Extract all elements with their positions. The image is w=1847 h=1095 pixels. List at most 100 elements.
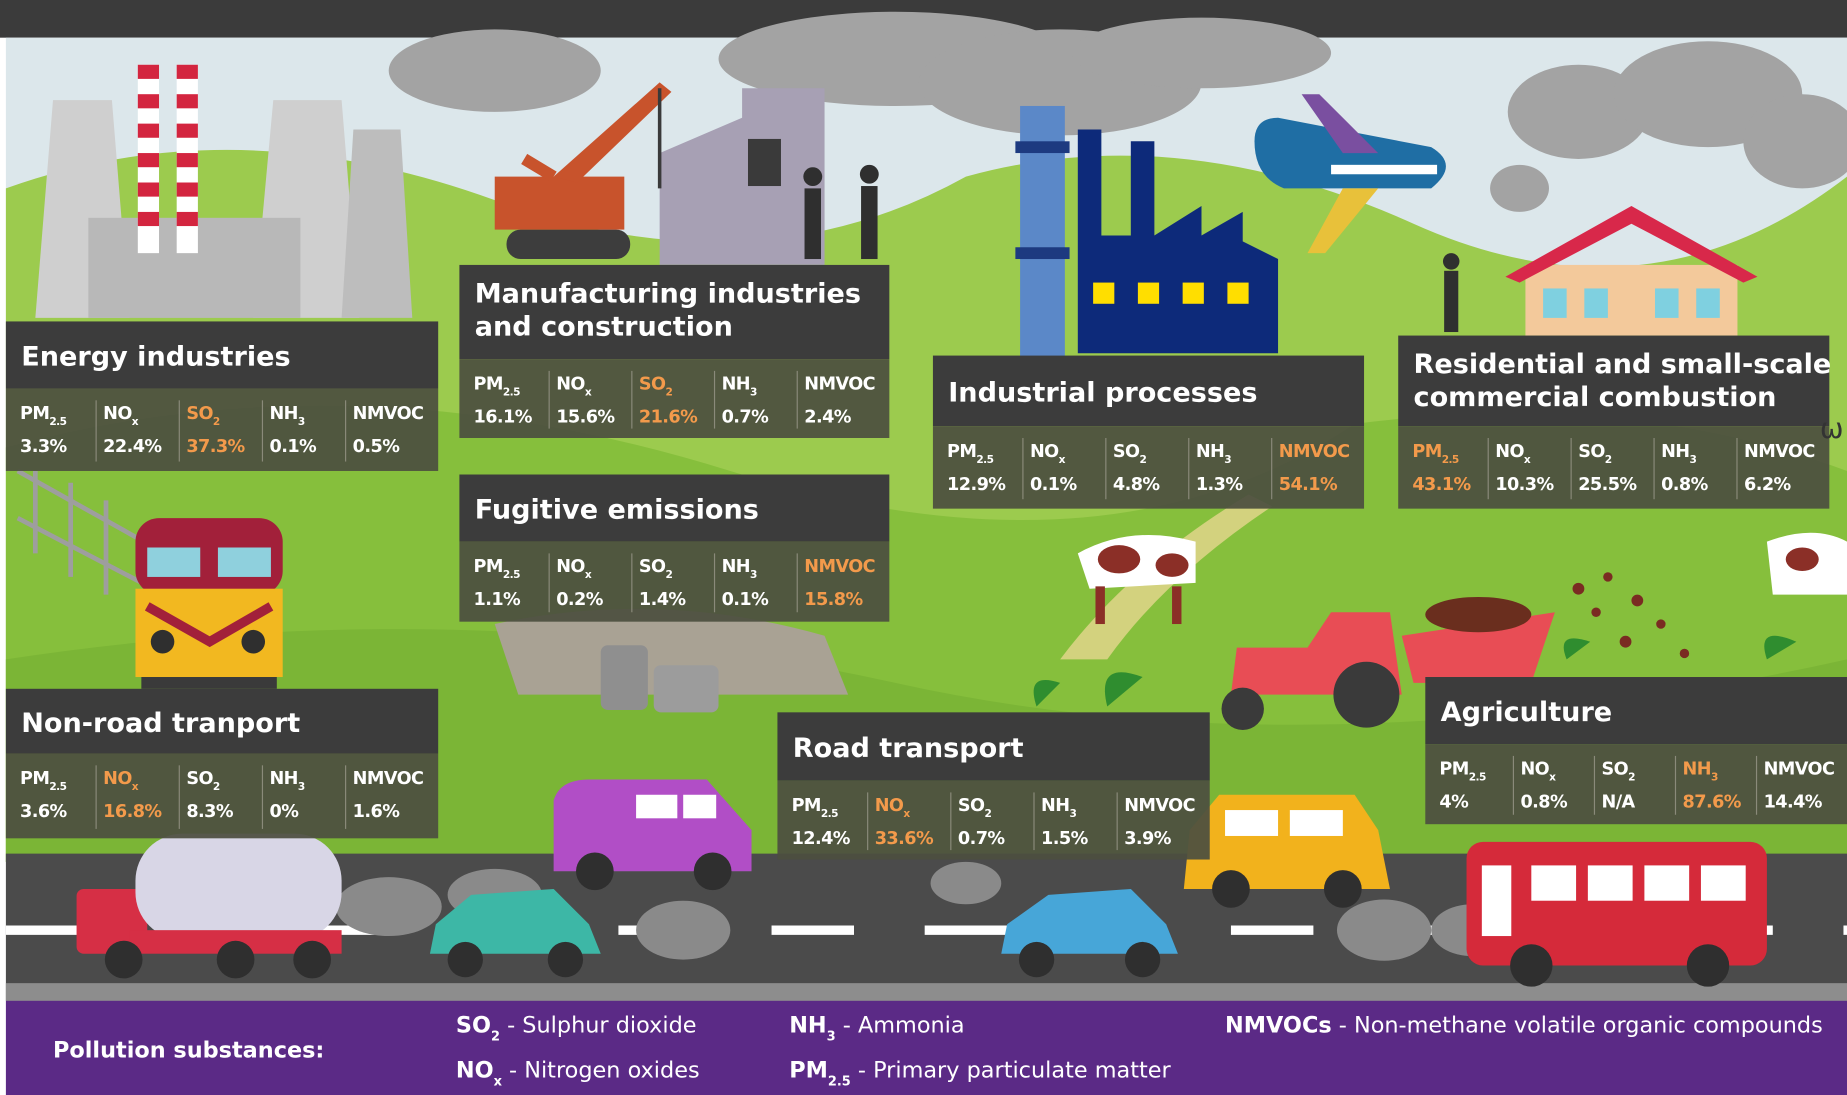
legend-title: Pollution substances:: [53, 1037, 324, 1063]
symbol-base: PM: [1439, 760, 1468, 780]
panel: Non-road tranportPM2.53.6%NOx16.8%SO28.3…: [6, 689, 438, 839]
stat-value: 0%: [270, 802, 300, 822]
stat-value: 10.3%: [1495, 475, 1554, 495]
pollutant-label: NMVOC: [804, 375, 875, 395]
symbol-sub: x: [903, 808, 910, 820]
stat-value: 4%: [1439, 793, 1469, 813]
symbol-base: NH: [1661, 442, 1689, 462]
stray-mark: ω: [1820, 412, 1844, 445]
symbol-base: SO: [186, 769, 213, 789]
page: Energy industriesPM2.53.3%NOx22.4%SO237.…: [0, 0, 1847, 1095]
symbol-sub: 3: [298, 781, 305, 793]
panel-title: Fugitive emissions: [475, 495, 759, 526]
panel-stats-bg: [6, 754, 438, 839]
symbol-base: NO: [875, 796, 904, 816]
stat-value: 0.5%: [353, 437, 401, 457]
stat-value: 0.7%: [722, 408, 770, 428]
pollutant-label: NMVOC: [1279, 442, 1350, 462]
symbol-sub: 2.5: [49, 416, 66, 428]
symbol-base: NMVOC: [353, 404, 424, 424]
symbol-base: SO: [958, 796, 985, 816]
symbol-sub: 3: [1711, 772, 1718, 784]
symbol-base: NH: [1196, 442, 1224, 462]
symbol-base: PM: [474, 375, 503, 395]
pollutant-label: NMVOC: [804, 557, 875, 577]
symbol-base: NMVOC: [804, 375, 875, 395]
symbol-base: SO: [186, 404, 213, 424]
stat-value: 37.3%: [186, 437, 245, 457]
symbol-sub: 3: [750, 387, 757, 399]
symbol-base: SO: [639, 557, 666, 577]
symbol-base: NO: [103, 404, 132, 424]
symbol-base: NMVOC: [1124, 796, 1195, 816]
symbol-base: NO: [456, 1057, 494, 1083]
symbol-sub: x: [585, 387, 592, 399]
symbol-sub: 3: [750, 569, 757, 581]
stat-value: 0.2%: [556, 590, 604, 610]
symbol-sub: 2.5: [503, 569, 520, 581]
symbol-base: SO: [639, 375, 666, 395]
symbol-sub: x: [1524, 454, 1531, 466]
symbol-base: PM: [947, 442, 976, 462]
panel: Road transportPM2.512.4%NOx33.6%SO20.7%N…: [777, 712, 1209, 859]
legend-text: - Non-methane volatile organic compounds: [1332, 1013, 1823, 1039]
symbol-base: NMVOC: [1764, 760, 1835, 780]
panel-title: Manufacturing industries: [475, 279, 861, 310]
stat-value: 0.1%: [270, 437, 318, 457]
symbol-sub: 2: [984, 808, 991, 820]
symbol-sub: 2.5: [976, 454, 993, 466]
panel-stats-bg: [933, 426, 1364, 508]
stat-value: 0.8%: [1520, 793, 1568, 813]
symbol-base: NH: [270, 404, 298, 424]
panel-title: Road transport: [793, 733, 1024, 764]
symbol-base: NMVOCs: [1225, 1013, 1332, 1039]
stat-value: 14.4%: [1764, 793, 1823, 813]
panel-title: Residential and small-scale: [1414, 349, 1832, 380]
symbol-base: NO: [103, 769, 132, 789]
symbol-base: PM: [1412, 442, 1441, 462]
symbol-base: NO: [1030, 442, 1059, 462]
symbol-base: NO: [1495, 442, 1524, 462]
panel: Residential and small-scalecommercial co…: [1398, 336, 1831, 509]
symbol-base: NH: [722, 557, 750, 577]
stat-value: 3.6%: [20, 802, 68, 822]
panel: Energy industriesPM2.53.3%NOx22.4%SO237.…: [6, 321, 438, 471]
pollutant-label: NMVOC: [353, 404, 424, 424]
symbol-sub: 2.5: [503, 387, 520, 399]
symbol-sub: x: [132, 781, 139, 793]
symbol-base: PM: [474, 557, 503, 577]
symbol-sub: 2: [665, 569, 672, 581]
panel-title: and construction: [475, 312, 733, 343]
stat-value: 15.6%: [556, 408, 615, 428]
symbol-base: NH: [1683, 760, 1711, 780]
symbol-sub: 3: [298, 416, 305, 428]
legend-text: - Primary particulate matter: [851, 1057, 1172, 1083]
stat-value: 12.4%: [792, 829, 851, 849]
legend-item: NMVOCs - Non-methane volatile organic co…: [1225, 1013, 1823, 1039]
stat-value: 15.8%: [804, 590, 863, 610]
symbol-sub: 2.5: [1469, 772, 1486, 784]
stat-value: 87.6%: [1683, 793, 1742, 813]
stat-value: 54.1%: [1279, 475, 1338, 495]
symbol-sub: x: [585, 569, 592, 581]
symbol-sub: 2: [213, 416, 220, 428]
symbol-base: NH: [722, 375, 750, 395]
panel: Manufacturing industriesand construction…: [459, 265, 889, 438]
symbol-sub: 3: [1690, 454, 1697, 466]
legend-text: - Ammonia: [836, 1013, 965, 1039]
symbol-sub: x: [1059, 454, 1066, 466]
stat-value: 16.1%: [474, 408, 533, 428]
stat-value: 21.6%: [639, 408, 698, 428]
panel: Fugitive emissionsPM2.51.1%NOx0.2%SO21.4…: [459, 475, 889, 622]
stat-value: 12.9%: [947, 475, 1006, 495]
panel-stats-bg: [6, 389, 438, 471]
symbol-sub: 2.5: [1442, 454, 1459, 466]
symbol-sub: 2.5: [49, 781, 66, 793]
panel-title: Industrial processes: [948, 378, 1257, 409]
symbol-base: NMVOC: [1744, 442, 1815, 462]
symbol-base: PM: [20, 769, 49, 789]
stat-value: N/A: [1602, 793, 1636, 813]
stat-value: 16.8%: [103, 802, 162, 822]
pollutant-label: NMVOC: [1124, 796, 1195, 816]
symbol-base: PM: [20, 404, 49, 424]
